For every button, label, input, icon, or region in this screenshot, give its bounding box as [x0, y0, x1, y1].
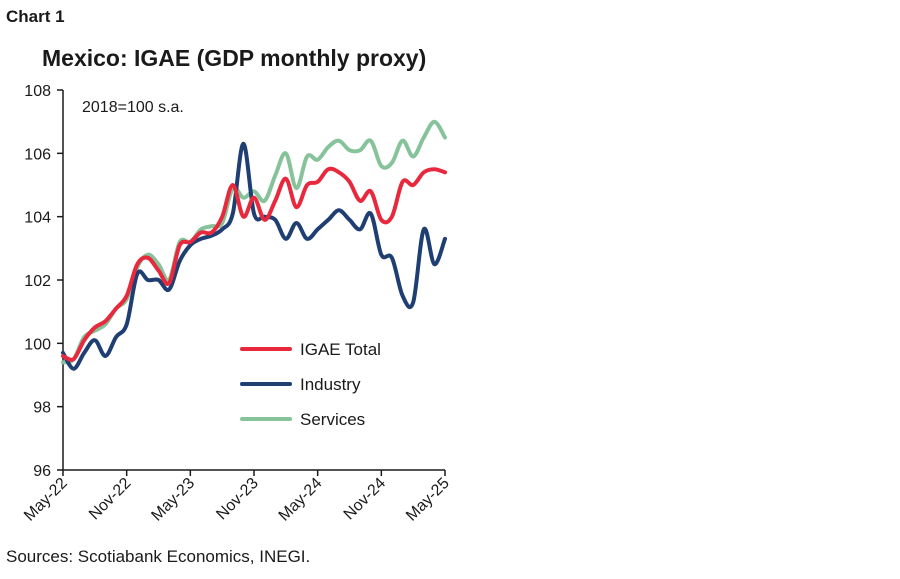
series-line-services: [61, 119, 447, 365]
y-tick-label: 100: [24, 336, 51, 353]
source-note: Sources: Scotiabank Economics, INEGI.: [6, 547, 311, 566]
legend-label-services: Services: [300, 410, 365, 429]
x-tick-label: Nov-24: [341, 475, 390, 524]
series-line-industry: [61, 141, 447, 371]
y-tick-label: 108: [24, 83, 51, 100]
y-tick-label: 104: [24, 210, 51, 227]
x-tick-label: May-24: [276, 475, 326, 525]
series-line-igae-total: [61, 166, 447, 362]
chart-series: [61, 119, 447, 371]
chart-axes: 96 98 100 102 104 106 108 May-22 Nov-22 May-23 Nov…: [21, 83, 453, 525]
y-tick-label: 102: [24, 273, 51, 290]
y-tick-label: 98: [33, 400, 51, 417]
chart-legend: IGAE Total Industry Services: [240, 340, 381, 429]
units-annotation: 2018=100 s.a.: [82, 99, 184, 116]
chart-title: Mexico: IGAE (GDP monthly proxy): [42, 45, 427, 71]
x-tick-label: May-23: [148, 475, 198, 525]
chart-label: Chart 1: [6, 7, 65, 26]
y-tick-label: 96: [33, 463, 51, 480]
x-tick-label: Nov-22: [86, 475, 135, 524]
x-tick-label: Nov-23: [213, 475, 262, 524]
y-tick-label: 106: [24, 146, 51, 163]
legend-label-igae-total: IGAE Total: [300, 340, 381, 359]
legend-label-industry: Industry: [300, 375, 361, 394]
x-tick-label: May-22: [21, 475, 71, 525]
x-tick-label: May-25: [403, 475, 453, 525]
